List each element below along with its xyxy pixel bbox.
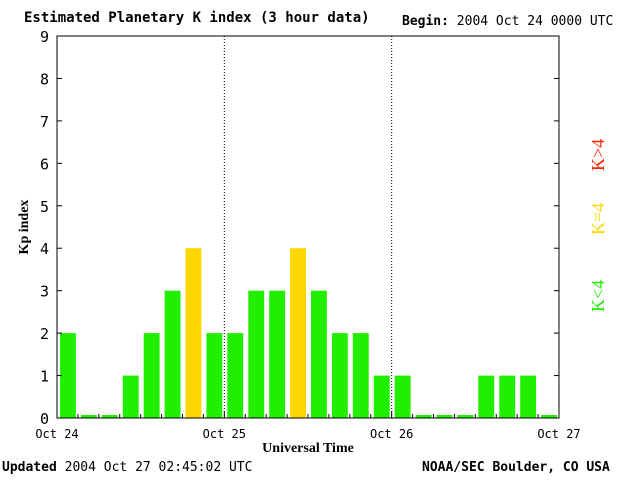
updated-value: 2004 Oct 27 02:45:02 UTC xyxy=(64,460,253,475)
y-tick-label: 3 xyxy=(40,283,49,301)
y-tick-label: 7 xyxy=(40,113,49,131)
legend-k-below-4: K<4 xyxy=(588,279,608,312)
legend-k-equal-4: K=4 xyxy=(588,202,608,235)
kp-bar xyxy=(478,375,495,418)
y-axis-ticks: 0 1 2 3 4 5 6 7 8 9 xyxy=(40,28,559,428)
chart-title: Estimated Planetary K index (3 hour data… xyxy=(24,10,370,26)
y-tick-label: 2 xyxy=(40,325,49,343)
y-tick-label: 4 xyxy=(40,240,49,258)
kp-bar xyxy=(143,333,160,418)
kp-bar xyxy=(164,290,181,418)
x-tick-label: Oct 25 xyxy=(203,427,246,441)
kp-bar xyxy=(541,415,557,418)
kp-bar xyxy=(457,415,474,418)
source-credit: NOAA/SEC Boulder, CO USA xyxy=(422,460,610,475)
kp-bar xyxy=(311,290,327,418)
kp-bar xyxy=(520,375,537,418)
begin-timestamp: Begin: 2004 Oct 24 0000 UTC xyxy=(402,14,613,29)
y-tick-label: 0 xyxy=(40,410,49,428)
y-tick-label: 8 xyxy=(40,70,49,88)
kp-bar xyxy=(185,248,202,418)
kp-bar xyxy=(394,375,411,418)
bar-series xyxy=(60,248,557,418)
kp-bar xyxy=(499,375,516,418)
x-tick-label: Oct 27 xyxy=(537,427,580,441)
updated-timestamp: Updated 2004 Oct 27 02:45:02 UTC xyxy=(2,460,252,475)
kp-bar xyxy=(101,415,118,418)
kp-bar xyxy=(415,415,432,418)
x-tick-label: Oct 26 xyxy=(370,427,413,441)
kp-bar xyxy=(227,333,244,418)
kp-bar xyxy=(60,333,76,418)
x-tick-label: Oct 24 xyxy=(35,427,78,441)
y-axis-label: Kp index xyxy=(17,200,32,255)
y-tick-label: 9 xyxy=(40,28,49,46)
begin-value: 2004 Oct 24 0000 UTC xyxy=(456,14,614,29)
kp-bar xyxy=(248,290,265,418)
kp-bar xyxy=(290,248,306,418)
kp-bar xyxy=(269,290,286,418)
kp-bar xyxy=(122,375,139,418)
legend-k-above-4: K>4 xyxy=(588,138,608,171)
x-axis-ticks: Oct 24 Oct 25 Oct 26 Oct 27 xyxy=(35,411,581,441)
x-axis-label: Universal Time xyxy=(262,441,354,456)
kp-bar xyxy=(331,333,348,418)
updated-label: Updated xyxy=(2,460,57,475)
kp-bar xyxy=(373,375,390,418)
y-tick-label: 5 xyxy=(40,198,49,216)
kp-bar xyxy=(80,415,97,418)
y-tick-label: 1 xyxy=(40,368,49,386)
kp-bar xyxy=(352,333,369,418)
kp-bar xyxy=(206,333,223,418)
plot-frame xyxy=(56,35,560,419)
begin-label: Begin: xyxy=(402,14,449,29)
kp-bar xyxy=(436,415,453,418)
day-separators xyxy=(223,36,393,418)
y-tick-label: 6 xyxy=(40,155,49,173)
